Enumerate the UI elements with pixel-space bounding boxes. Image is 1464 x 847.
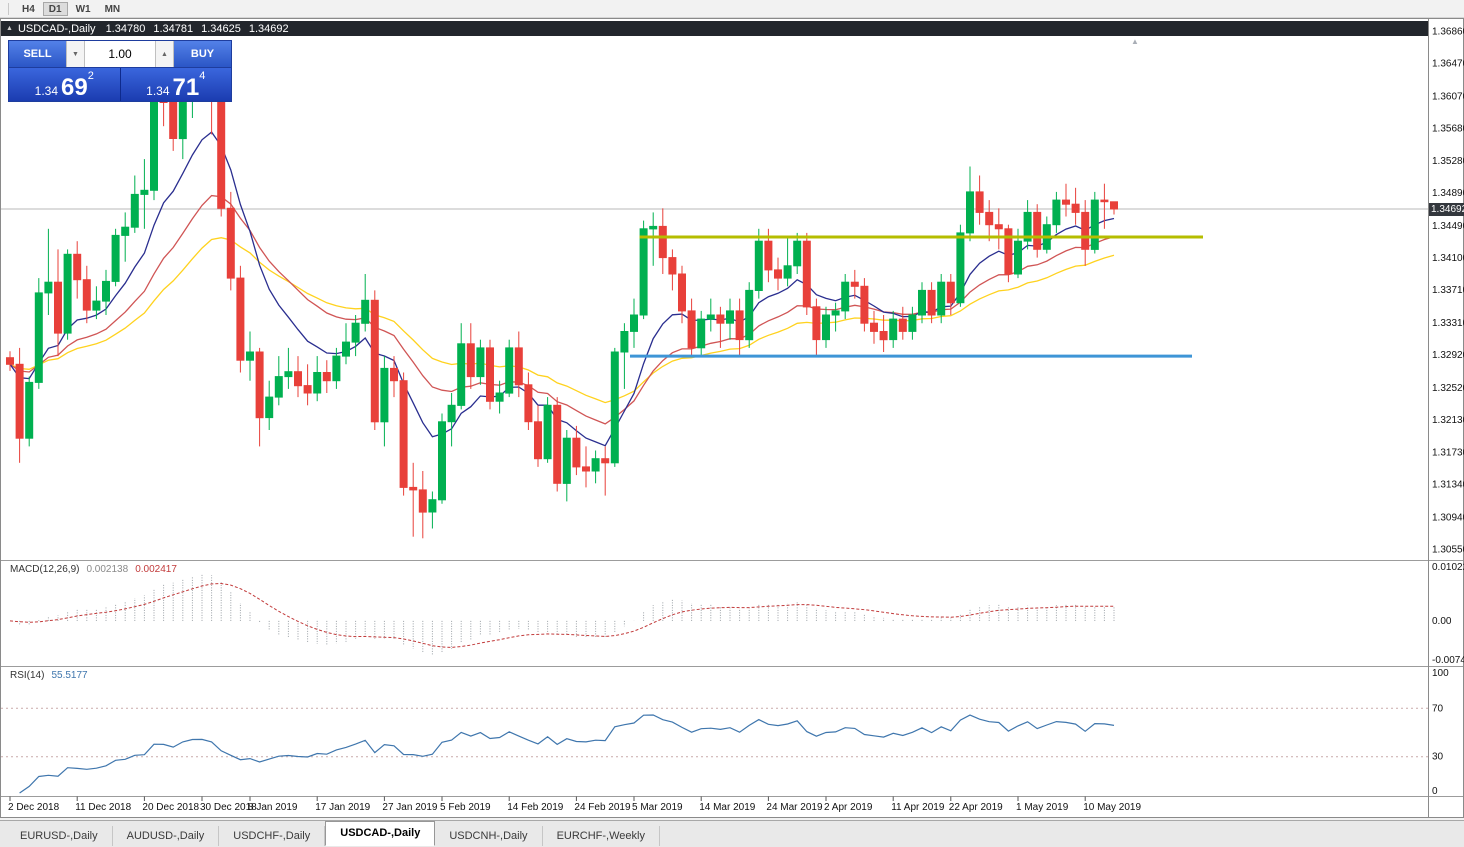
svg-text:1.32520: 1.32520 [1432, 383, 1464, 394]
svg-text:1.34890: 1.34890 [1432, 188, 1464, 199]
svg-text:8 Jan 2019: 8 Jan 2019 [248, 802, 298, 813]
rsi-indicator-label: RSI(14) 55.5177 [10, 670, 88, 681]
chart-shift-marker-icon: ▲ [1131, 37, 1139, 46]
sell-price-base: 1.34 [34, 84, 59, 98]
candles-layer [6, 48, 1118, 539]
svg-text:1.35280: 1.35280 [1432, 156, 1464, 167]
svg-text:0.00: 0.00 [1432, 616, 1452, 627]
buy-button[interactable]: BUY [174, 41, 231, 67]
svg-text:2 Dec 2018: 2 Dec 2018 [8, 802, 60, 813]
svg-text:10 May 2019: 10 May 2019 [1083, 802, 1141, 813]
svg-text:0.01022: 0.01022 [1432, 562, 1464, 573]
macd-signal-line [9, 582, 1114, 648]
svg-text:1.34490: 1.34490 [1432, 221, 1464, 232]
svg-text:20 Dec 2018: 20 Dec 2018 [142, 802, 199, 813]
timeframe-h4-button[interactable]: H4 [16, 2, 41, 16]
svg-text:22 Apr 2019: 22 Apr 2019 [949, 802, 1003, 813]
chart-background [0, 18, 1464, 818]
svg-text:70: 70 [1432, 703, 1444, 714]
lot-increment-icon[interactable]: ▲ [155, 41, 174, 67]
svg-text:17 Jan 2019: 17 Jan 2019 [315, 802, 370, 813]
svg-text:100: 100 [1432, 668, 1449, 679]
macd-layer [9, 574, 1115, 655]
lot-size-input[interactable] [85, 41, 155, 67]
svg-text:1.34100: 1.34100 [1432, 253, 1464, 264]
timeframe-d1-button[interactable]: D1 [42, 1, 68, 16]
sell-button[interactable]: SELL [9, 41, 66, 67]
date-axis [9, 796, 1086, 801]
svg-text:1.32920: 1.32920 [1432, 350, 1464, 361]
svg-text:0: 0 [1432, 786, 1438, 797]
ohlc-low: 1.34625 [201, 22, 241, 35]
chart-title-bar: ▲ USDCAD-,Daily 1.34780 1.34781 1.34625 … [1, 21, 1428, 36]
buy-price-pips: 71 [172, 74, 200, 101]
buy-price-button[interactable]: 1.34 71 4 [120, 68, 231, 101]
chart-symbol-label: USDCAD-,Daily [17, 22, 96, 35]
svg-text:1.31340: 1.31340 [1432, 480, 1464, 491]
svg-text:11 Apr 2019: 11 Apr 2019 [891, 802, 945, 813]
svg-text:24 Mar 2019: 24 Mar 2019 [766, 802, 823, 813]
sell-price-pipette: 2 [87, 70, 94, 82]
svg-text:5 Feb 2019: 5 Feb 2019 [440, 802, 491, 813]
svg-text:30: 30 [1432, 752, 1444, 763]
tab-usdcad-daily[interactable]: USDCAD-,Daily [325, 821, 436, 846]
tab-eurchf-weekly[interactable]: EURCHF-,Weekly [543, 826, 660, 846]
rsi-line [19, 714, 1115, 794]
toolbar-separator [8, 2, 9, 15]
one-click-trading-panel: SELL ▼ ▲ BUY 1.34 69 2 1.34 71 4 [8, 40, 232, 102]
svg-text:2 Apr 2019: 2 Apr 2019 [824, 802, 873, 813]
svg-text:1.35680: 1.35680 [1432, 123, 1464, 134]
svg-text:1.30940: 1.30940 [1432, 512, 1464, 523]
svg-text:1.36470: 1.36470 [1432, 59, 1464, 70]
svg-text:14 Mar 2019: 14 Mar 2019 [699, 802, 756, 813]
svg-text:5 Mar 2019: 5 Mar 2019 [632, 802, 683, 813]
macd-name: MACD(12,26,9) [10, 564, 80, 575]
buy-price-pipette: 4 [199, 70, 206, 82]
macd-main-value: 0.002138 [86, 564, 129, 575]
svg-text:24 Feb 2019: 24 Feb 2019 [574, 802, 631, 813]
svg-text:30 Dec 2018: 30 Dec 2018 [200, 802, 257, 813]
buy-price-base: 1.34 [146, 84, 170, 98]
slow-ma-line [9, 237, 1115, 404]
svg-text:14 Feb 2019: 14 Feb 2019 [507, 802, 564, 813]
tab-usdchf-daily[interactable]: USDCHF-,Daily [219, 826, 326, 846]
timeframe-w1-button[interactable]: W1 [70, 2, 97, 16]
svg-text:1.31730: 1.31730 [1432, 448, 1464, 459]
tab-audusd-daily[interactable]: AUDUSD-,Daily [113, 826, 220, 846]
lot-decrement-icon[interactable]: ▼ [66, 41, 85, 67]
svg-text:27 Jan 2019: 27 Jan 2019 [382, 802, 437, 813]
macd-indicator-label: MACD(12,26,9) 0.002138 0.002417 [10, 564, 177, 575]
current-price-tag: 1.34692 [1429, 203, 1464, 216]
timeframe-toolbar: H4 D1 W1 MN [0, 0, 1464, 18]
rsi-value: 55.5177 [51, 670, 88, 681]
tab-usdcnh-daily[interactable]: USDCNH-,Daily [435, 826, 543, 846]
rsi-layer [1, 707, 1429, 794]
sell-price-button[interactable]: 1.34 69 2 [9, 68, 120, 101]
ohlc-open: 1.34780 [105, 22, 146, 35]
svg-text:-0.00747: -0.00747 [1432, 655, 1464, 666]
svg-text:1.32130: 1.32130 [1432, 415, 1464, 426]
chart-tab-bar: EURUSD-,Daily AUDUSD-,Daily USDCHF-,Daily U… [0, 820, 1464, 847]
timeframe-mn-button[interactable]: MN [99, 2, 127, 16]
svg-text:1.33310: 1.33310 [1432, 318, 1464, 329]
tab-eurusd-daily[interactable]: EURUSD-,Daily [6, 826, 113, 846]
svg-text:1 May 2019: 1 May 2019 [1016, 802, 1069, 813]
sell-price-pips: 69 [61, 74, 88, 101]
rsi-name: RSI(14) [10, 670, 45, 681]
ohlc-close: 1.34692 [248, 22, 289, 35]
ohlc-high: 1.34781 [153, 22, 194, 35]
svg-text:11 Dec 2018: 11 Dec 2018 [75, 802, 131, 813]
svg-text:1.36860: 1.36860 [1432, 27, 1464, 38]
svg-text:1.33710: 1.33710 [1432, 285, 1464, 296]
svg-text:1.36070: 1.36070 [1432, 91, 1464, 102]
collapse-triangle-icon[interactable]: ▲ [6, 25, 13, 32]
macd-signal-value: 0.002417 [135, 564, 177, 575]
